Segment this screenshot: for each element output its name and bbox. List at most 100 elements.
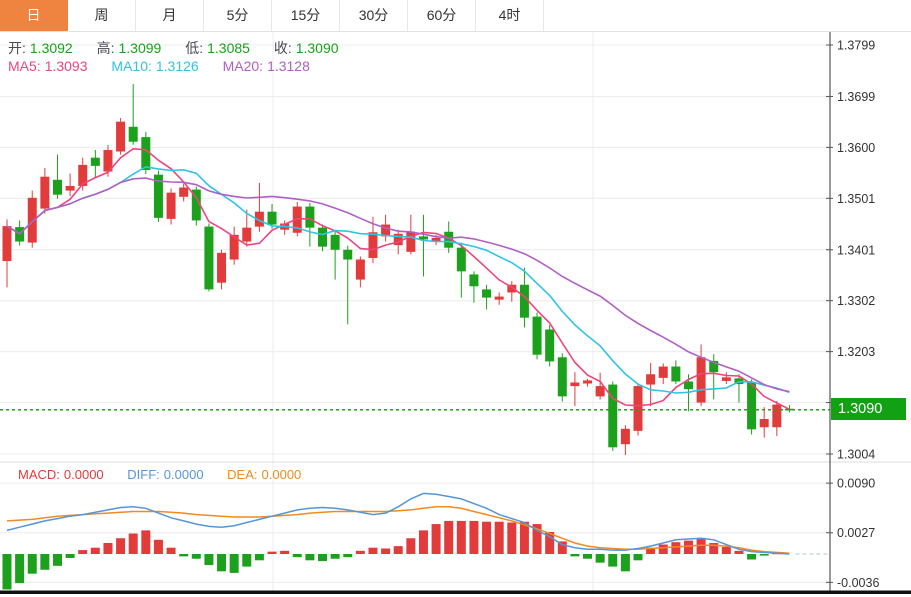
tab-week[interactable]: 周: [68, 0, 136, 31]
candle-body: [482, 289, 492, 298]
candle-body: [658, 366, 668, 378]
candle-body: [646, 374, 656, 385]
tab-day[interactable]: 日: [0, 0, 68, 31]
macd-label: MACD:: [18, 467, 60, 482]
macd-bar: [696, 539, 706, 554]
low-label: 低:: [185, 40, 204, 56]
candle-body: [242, 227, 252, 242]
macd-bar: [2, 554, 12, 590]
candle-body: [747, 382, 757, 430]
candle-body: [2, 226, 12, 262]
macd-bar: [747, 554, 757, 560]
macd-legend: MACD: 0.0000 DIFF: 0.0000 DEA: 0.0000: [18, 467, 305, 482]
candle-body: [229, 234, 239, 260]
macd-bar: [292, 554, 302, 558]
candle-body: [519, 284, 529, 318]
diff-line: [6, 492, 790, 555]
macd-bar: [494, 521, 504, 554]
candle-body: [267, 211, 277, 225]
tab-5min[interactable]: 5分: [204, 0, 272, 31]
macd-bar: [204, 554, 214, 566]
tab-4hour[interactable]: 4时: [476, 0, 544, 31]
close-label: 收:: [273, 40, 292, 56]
interval-tabbar: 日 周 月 5分 15分 30分 60分 4时: [0, 0, 911, 32]
tab-month[interactable]: 月: [136, 0, 204, 31]
candle-body: [696, 357, 706, 403]
macd-bar: [393, 546, 403, 554]
tab-60min[interactable]: 60分: [408, 0, 476, 31]
candle-body: [759, 419, 769, 428]
macd-bar: [15, 554, 25, 584]
candle-body: [141, 137, 151, 171]
dea-label: DEA:: [227, 467, 258, 482]
macd-bar: [166, 547, 176, 554]
macd-bar: [65, 554, 75, 558]
tab-30min[interactable]: 30分: [340, 0, 408, 31]
macd-bar: [381, 548, 391, 554]
candle-body: [381, 224, 391, 237]
macd-bar: [595, 554, 605, 563]
macd-bar: [734, 550, 744, 554]
macd-bar: [646, 547, 656, 554]
gridlines: [0, 32, 911, 591]
dea-value: 0.0000: [261, 467, 302, 482]
ma10-line: [6, 166, 790, 394]
axis-label: 0.0027: [837, 526, 875, 540]
candle-body: [368, 232, 378, 258]
ma20-label: MA20:: [222, 58, 264, 74]
candle-body: [772, 404, 782, 428]
axis-label: 1.3004: [837, 448, 875, 462]
macd-bar: [759, 554, 769, 556]
candle-body: [583, 380, 593, 384]
ma20-line: [6, 177, 790, 393]
macd-bar: [52, 554, 62, 566]
axis-label: 1.3401: [837, 243, 875, 257]
macd-bar: [280, 550, 290, 554]
candle-body: [784, 408, 794, 411]
macd-bar: [330, 554, 340, 559]
macd-bar: [507, 522, 517, 554]
close-value: 1.3090: [295, 40, 339, 56]
high-label: 高:: [96, 40, 115, 56]
candle-body: [557, 357, 567, 397]
axis-label: 1.3799: [837, 39, 875, 53]
candles: [2, 84, 794, 456]
macd-bar: [608, 554, 618, 567]
macd-bar: [78, 550, 88, 554]
macd-bar: [557, 541, 567, 554]
macd-bar: [469, 520, 479, 554]
macd-bar: [482, 521, 492, 554]
candle-body: [254, 211, 264, 227]
macd-bar: [90, 547, 100, 554]
macd-bar: [545, 531, 555, 554]
dea-line: [6, 506, 790, 554]
ma5-line: [6, 147, 790, 411]
candle-body: [494, 296, 504, 300]
tabbar-filler: [544, 0, 911, 31]
macd-bar: [267, 551, 277, 554]
tab-15min[interactable]: 15分: [272, 0, 340, 31]
candle-body: [620, 428, 630, 445]
ma10-label: MA10:: [111, 58, 152, 74]
ma5-value: 1.3093: [44, 58, 88, 74]
candle-body: [532, 316, 542, 355]
bottom-border: [0, 590, 911, 594]
axis-label: 1.3302: [837, 294, 875, 308]
candle-body: [318, 227, 327, 247]
candle-body: [166, 192, 176, 219]
ma-legend: MA5: 1.3093 MA10: 1.3126 MA20: 1.3128: [8, 58, 314, 74]
macd-bar: [431, 524, 441, 554]
candle-body: [343, 249, 353, 260]
candle-body: [608, 384, 618, 448]
axis-label: 1.3203: [837, 345, 875, 359]
macd-bar: [355, 550, 365, 554]
macd-bar: [242, 554, 252, 567]
macd-bar: [633, 554, 643, 561]
macd-bar: [709, 542, 719, 554]
axis-label: -0.0036: [837, 576, 879, 590]
macd-bar: [721, 546, 731, 554]
macd-bar: [671, 542, 681, 554]
candle-body: [469, 274, 479, 287]
open-label: 开:: [8, 40, 26, 56]
